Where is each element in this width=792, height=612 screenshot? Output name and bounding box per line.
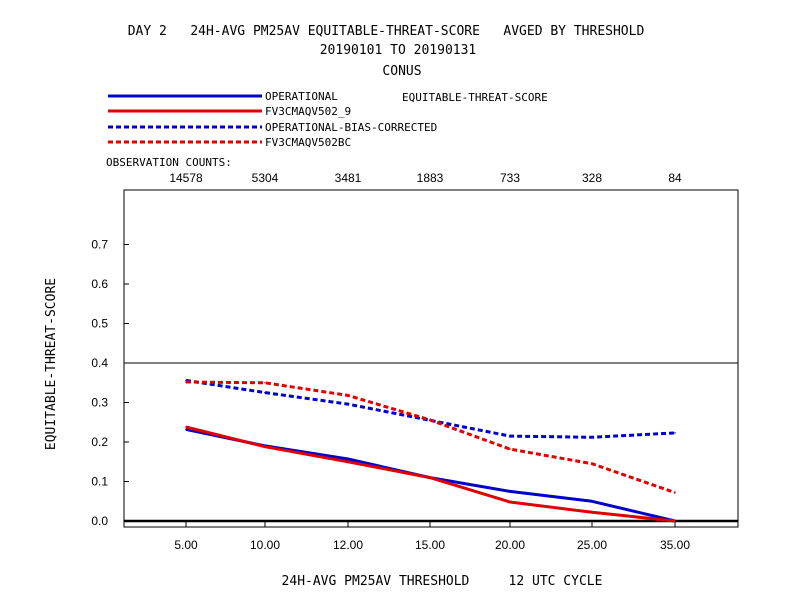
- data-point: [674, 491, 676, 494]
- legend-entry-3: OPERATIONAL-BIAS-CORRECTED: [265, 121, 437, 134]
- data-point: [429, 476, 431, 479]
- data-point: [185, 381, 187, 383]
- x-tick-label: 10.00: [250, 538, 280, 552]
- observation-count: 1883: [417, 171, 444, 185]
- data-point: [264, 445, 266, 448]
- data-point: [347, 458, 349, 460]
- data-point: [591, 511, 593, 514]
- legend: OPERATIONAL FV3CMAQV502_9 OPERATIONAL-BIAS…: [108, 90, 437, 149]
- x-tick-label: 20.00: [495, 538, 525, 552]
- legend-entry-4: FV3CMAQV502BC: [265, 136, 351, 149]
- series-line-2: [185, 425, 676, 523]
- observation-count: 14578: [169, 171, 203, 185]
- data-point: [264, 391, 266, 394]
- data-point: [429, 419, 431, 421]
- data-point: [509, 448, 511, 450]
- y-tick-label: 0.7: [91, 238, 108, 252]
- data-point: [185, 426, 187, 428]
- y-tick-label: 0.4: [91, 356, 108, 370]
- data-point: [347, 403, 349, 405]
- y-tick-label: 0.5: [91, 317, 108, 331]
- series-line-1: [185, 427, 676, 523]
- plot-frame: [123, 189, 739, 528]
- data-point: [509, 435, 511, 437]
- data-point: [591, 500, 593, 503]
- data-point: [264, 382, 266, 384]
- y-axis: 0.0 0.1 0.2 0.3 0.4 0.5 0.6 0.7: [91, 238, 129, 528]
- chart-title-line3: CONUS: [382, 64, 421, 79]
- x-tick-label: 15.00: [415, 538, 445, 552]
- data-point: [509, 501, 511, 503]
- data-point: [185, 428, 187, 431]
- x-tick-label: 25.00: [577, 538, 607, 552]
- observation-count: 733: [500, 171, 520, 185]
- legend-entry-2: FV3CMAQV502_9: [265, 105, 351, 118]
- x-tick-label: 12.00: [333, 538, 363, 552]
- y-tick-label: 0.0: [91, 514, 108, 528]
- observation-count: 5304: [252, 171, 279, 185]
- chart-title-line2: 20190101 TO 20190131: [320, 43, 477, 58]
- y-tick-label: 0.1: [91, 475, 108, 489]
- observation-count: 3481: [335, 171, 362, 185]
- data-point: [509, 490, 511, 493]
- data-point: [591, 462, 593, 465]
- observation-counts-label: OBSERVATION COUNTS:: [106, 156, 232, 169]
- y-axis-title: EQUITABLE-THREAT-SCORE: [44, 278, 59, 450]
- series-group: [185, 378, 676, 523]
- x-axis-title: 24H-AVG PM25AV THRESHOLD 12 UTC CYCLE: [282, 574, 603, 589]
- observation-count: 84: [668, 171, 682, 185]
- data-point: [347, 461, 349, 463]
- observation-count: 328: [582, 171, 602, 185]
- x-tick-label: 35.00: [660, 538, 690, 552]
- legend-entry-1: OPERATIONAL: [265, 90, 338, 103]
- data-point: [674, 520, 676, 522]
- data-point: [347, 394, 349, 397]
- data-point: [591, 436, 593, 439]
- data-point: [674, 432, 676, 434]
- y-tick-label: 0.2: [91, 435, 108, 449]
- observation-counts: 14578 5304 3481 1883 733 328 84: [169, 171, 682, 185]
- legend-metric-label: EQUITABLE-THREAT-SCORE: [402, 91, 548, 104]
- y-tick-label: 0.3: [91, 396, 108, 410]
- chart-title-line1: DAY 2 24H-AVG PM25AV EQUITABLE-THREAT-SC…: [128, 24, 645, 39]
- y-tick-label: 0.6: [91, 277, 108, 291]
- x-axis: 5.00 10.00 12.00 15.00 20.00 25.00 35.00: [174, 521, 690, 552]
- series-line-3: [185, 378, 676, 439]
- x-tick-label: 5.00: [174, 538, 198, 552]
